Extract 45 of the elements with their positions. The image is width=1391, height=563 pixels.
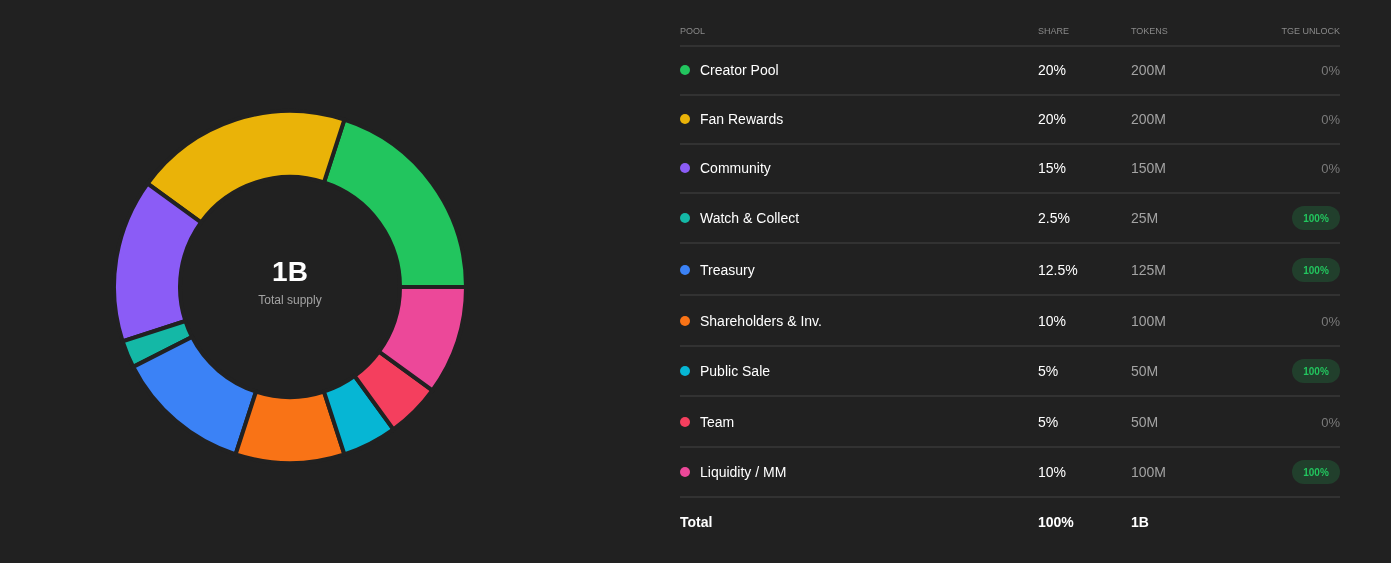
data-label: 20%	[1038, 62, 1067, 78]
text: 0%	[1321, 63, 1341, 78]
text: TOKENS	[1131, 26, 1168, 36]
text: 0%	[1321, 314, 1341, 329]
text: 100M	[1131, 464, 1167, 480]
text: 150M	[1131, 160, 1167, 176]
text: TGE UNLOCK	[1281, 26, 1340, 36]
legend-label: Liquidity / MM	[700, 464, 787, 480]
text: 100%	[1303, 467, 1329, 478]
data-label: 10%	[1038, 313, 1067, 329]
legend-label: Treasury	[700, 262, 755, 278]
text: Total supply	[258, 293, 322, 307]
text: 50M	[1131, 363, 1159, 379]
text: 100%	[1303, 366, 1329, 377]
text: 100M	[1131, 313, 1167, 329]
data-label: 5%	[1038, 363, 1059, 379]
text: 0%	[1321, 161, 1341, 176]
text: 125M	[1131, 262, 1167, 278]
data-label: 2.5%	[1038, 210, 1070, 226]
legend-label: Fan Rewards	[700, 111, 784, 127]
text: 1B	[272, 256, 308, 287]
data-label: 15%	[1038, 160, 1067, 176]
legend-label: Watch & Collect	[700, 210, 800, 226]
legend-label: Shareholders & Inv.	[700, 313, 822, 329]
text: 200M	[1131, 111, 1167, 127]
legend-label: Public Sale	[700, 363, 771, 379]
text: 0%	[1321, 112, 1341, 127]
text: 0%	[1321, 415, 1341, 430]
legend-label: Team	[700, 414, 735, 430]
legend-label: Community	[700, 160, 771, 176]
text: 100%	[1303, 265, 1329, 276]
text: 200M	[1131, 62, 1167, 78]
text: 100%	[1303, 213, 1329, 224]
text: 50M	[1131, 414, 1159, 430]
text: SHARE	[1038, 26, 1070, 36]
text: 100%	[1038, 514, 1075, 530]
legend-label: Creator Pool	[700, 62, 779, 78]
text: Total	[680, 514, 713, 530]
data-label: 5%	[1038, 414, 1059, 430]
data-label: 12.5%	[1038, 262, 1078, 278]
data-label: 20%	[1038, 111, 1067, 127]
text: POOL	[680, 26, 706, 36]
data-label: 10%	[1038, 464, 1067, 480]
text: 25M	[1131, 210, 1159, 226]
text: 1B	[1131, 514, 1149, 530]
